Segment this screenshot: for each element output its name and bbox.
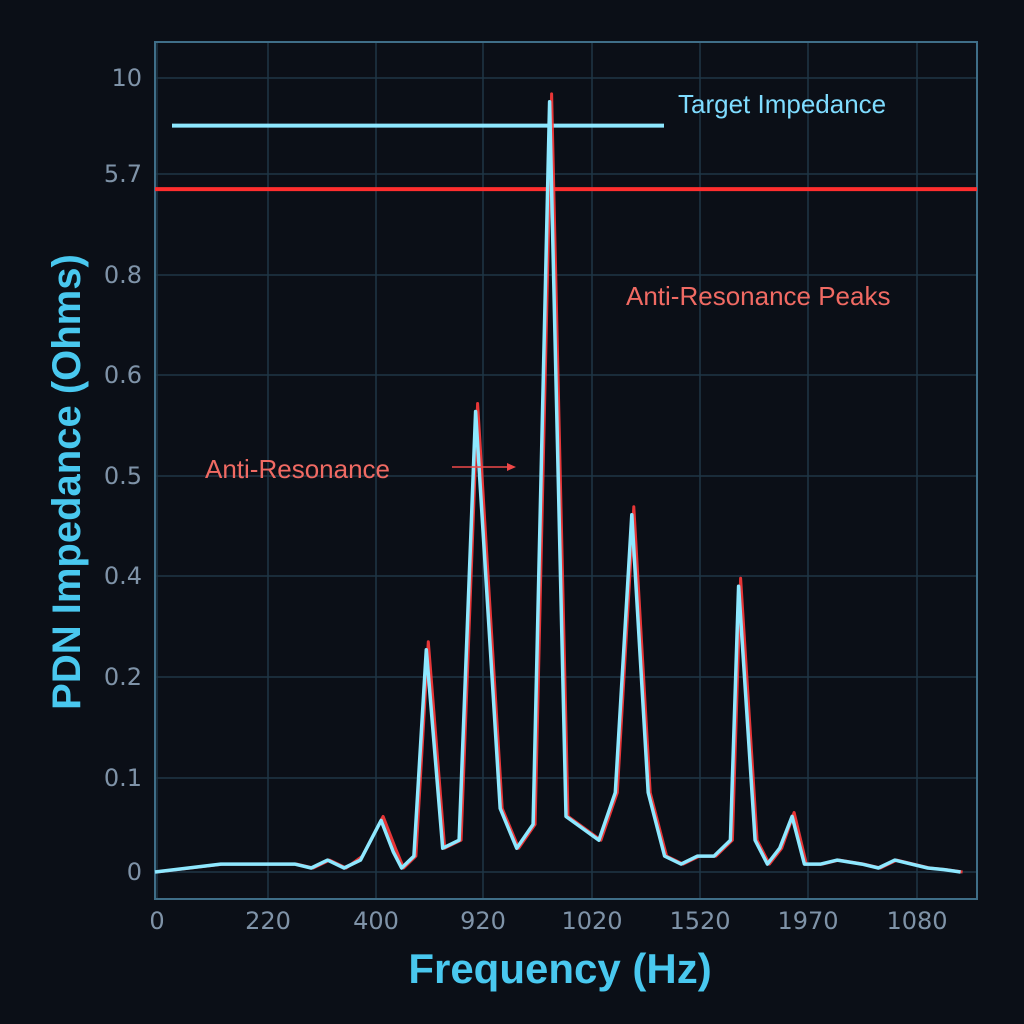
y-axis-title: PDN Impedance (Ohms) bbox=[45, 254, 89, 710]
x-tick-labels: 0 220 400 920 1020 1520 1970 1080 bbox=[149, 907, 947, 935]
plot-frame bbox=[154, 41, 978, 900]
anti-resonance-annotation: Anti-Resonance bbox=[205, 454, 390, 484]
x-tick-label: 1080 bbox=[886, 907, 947, 935]
series-line-cyan bbox=[154, 100, 961, 874]
target-impedance-label: Target Impedance bbox=[678, 89, 886, 119]
anti-resonance-arrow bbox=[452, 463, 516, 471]
y-tick-label: 0.1 bbox=[104, 764, 142, 792]
y-tick-label: 0.4 bbox=[104, 562, 142, 590]
x-tick-label: 1020 bbox=[561, 907, 622, 935]
reference-lines bbox=[155, 123, 977, 192]
y-tick-label: 5.7 bbox=[104, 160, 142, 188]
y-tick-label: 0.6 bbox=[104, 361, 142, 389]
y-tick-labels: 0 0.1 0.2 0.4 0.5 0.6 0.8 5.7 10 bbox=[104, 64, 142, 886]
x-axis-title: Frequency (Hz) bbox=[408, 945, 711, 992]
y-tick-label: 0.2 bbox=[104, 663, 142, 691]
series-lines bbox=[154, 92, 963, 874]
y-tick-label: 10 bbox=[111, 64, 142, 92]
y-tick-label: 0.5 bbox=[104, 462, 142, 490]
anti-resonance-peaks-annotation: Anti-Resonance Peaks bbox=[626, 281, 890, 311]
y-tick-label: 0 bbox=[127, 858, 142, 886]
x-tick-label: 400 bbox=[353, 907, 399, 935]
y-tick-label: 0.8 bbox=[104, 261, 142, 289]
x-tick-label: 1520 bbox=[669, 907, 730, 935]
x-tick-label: 220 bbox=[245, 907, 291, 935]
x-tick-label: 1970 bbox=[777, 907, 838, 935]
x-tick-label: 920 bbox=[460, 907, 506, 935]
x-tick-label: 0 bbox=[149, 907, 164, 935]
